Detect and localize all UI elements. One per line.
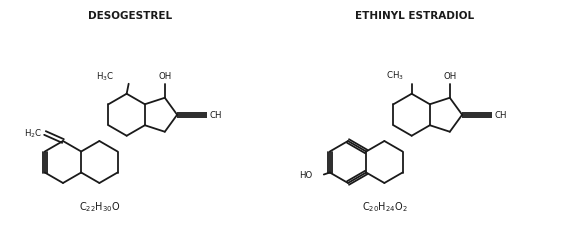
Text: C$_{22}$H$_{30}$O: C$_{22}$H$_{30}$O [79, 199, 120, 213]
Text: C$_{20}$H$_{24}$O$_{2}$: C$_{20}$H$_{24}$O$_{2}$ [362, 199, 408, 213]
Text: H$_3$C: H$_3$C [96, 70, 115, 82]
Text: DESOGESTREL: DESOGESTREL [88, 11, 172, 21]
Text: CH$_3$: CH$_3$ [386, 69, 404, 81]
Text: OH: OH [443, 72, 457, 80]
Text: OH: OH [158, 72, 172, 80]
Text: CH: CH [494, 111, 507, 120]
Text: HO: HO [300, 170, 313, 179]
Text: H$_2$C: H$_2$C [24, 127, 42, 140]
Text: ETHINYL ESTRADIOL: ETHINYL ESTRADIOL [355, 11, 475, 21]
Text: CH: CH [209, 111, 222, 120]
